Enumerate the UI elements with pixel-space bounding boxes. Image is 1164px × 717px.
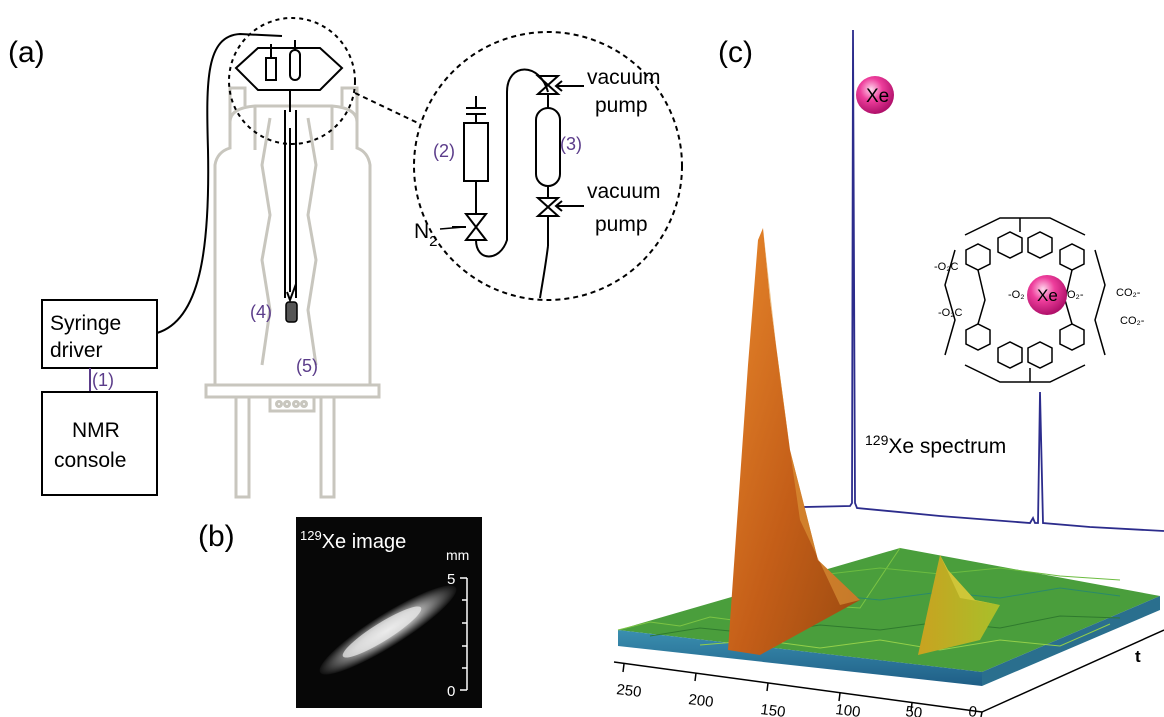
xe-image-unit: mm [446, 547, 469, 563]
xe-spectrum-trace [759, 29, 1164, 532]
tick-150: 150 [760, 701, 787, 717]
panel-label-a: (a) [8, 36, 45, 69]
xe-image-scalebar [460, 577, 468, 691]
cage-label-2: CO₂- [1116, 287, 1141, 299]
syringe-label-1: Syringe [50, 312, 121, 335]
xe-atom-label: Xe [866, 86, 889, 107]
zoom-circle-small [228, 17, 356, 145]
probe-tube [284, 110, 297, 303]
panel-label-b: (b) [198, 520, 235, 553]
nmr-console-box [41, 391, 158, 496]
callout-2: (2) [433, 141, 455, 161]
cage-label-4: CO₂- [1120, 315, 1145, 327]
scale-bottom: 0 [447, 683, 455, 700]
surface-plot [617, 228, 1160, 686]
tick-250: 250 [616, 681, 643, 701]
cage-label-5: -O₂ [1008, 289, 1025, 301]
syringe-cable [156, 32, 283, 334]
nmr-label-1: NMR [72, 419, 120, 442]
xe-image-title: 129Xe image [300, 528, 406, 553]
xe-atom-icon [856, 76, 894, 114]
vacuum-label-1: vacuum [587, 66, 661, 89]
panel-label-c: (c) [718, 36, 753, 69]
tick-50: 50 [905, 703, 924, 717]
nmr-label-2: console [54, 449, 126, 472]
cage-label-1: -O₂C [934, 261, 958, 273]
shift-axis [613, 629, 1164, 717]
tick-100: 100 [835, 701, 862, 717]
callout-5: (5) [296, 356, 318, 376]
tick-200: 200 [688, 691, 715, 711]
zoom-connector [354, 92, 421, 125]
sample-cell [285, 301, 298, 323]
vacuum-label-2: vacuum [587, 180, 661, 203]
zoom-circle-large [413, 31, 683, 301]
magnet-dewar [204, 86, 381, 499]
pump-label-2: pump [595, 213, 648, 236]
cage-label-3: -O₂C [938, 307, 962, 319]
spectrum-label: 129Xe spectrum [865, 432, 1006, 458]
n2-arrow [439, 226, 465, 230]
caged-xe-label: Xe [1037, 286, 1058, 305]
xe-image [296, 517, 482, 708]
callout-4: (4) [250, 302, 272, 322]
axis-tick-labels: 250 200 150 100 50 0 [616, 681, 978, 717]
tick-0: 0 [968, 703, 978, 717]
gas-panel-detail [452, 68, 584, 299]
pump-label-1: pump [595, 94, 648, 117]
caged-xe-icon [1027, 275, 1067, 315]
cage-label-6: O₂- [1067, 289, 1084, 301]
scale-top: 5 [447, 571, 455, 588]
callout-3: (3) [560, 134, 582, 154]
n2-label: N2 [414, 220, 438, 250]
syringe-label-2: driver [50, 339, 103, 362]
axis-t-label: t [1135, 647, 1141, 666]
syringe-driver-box [41, 299, 158, 369]
gas-panel-mini [234, 40, 344, 112]
callout-1: (1) [92, 370, 114, 390]
